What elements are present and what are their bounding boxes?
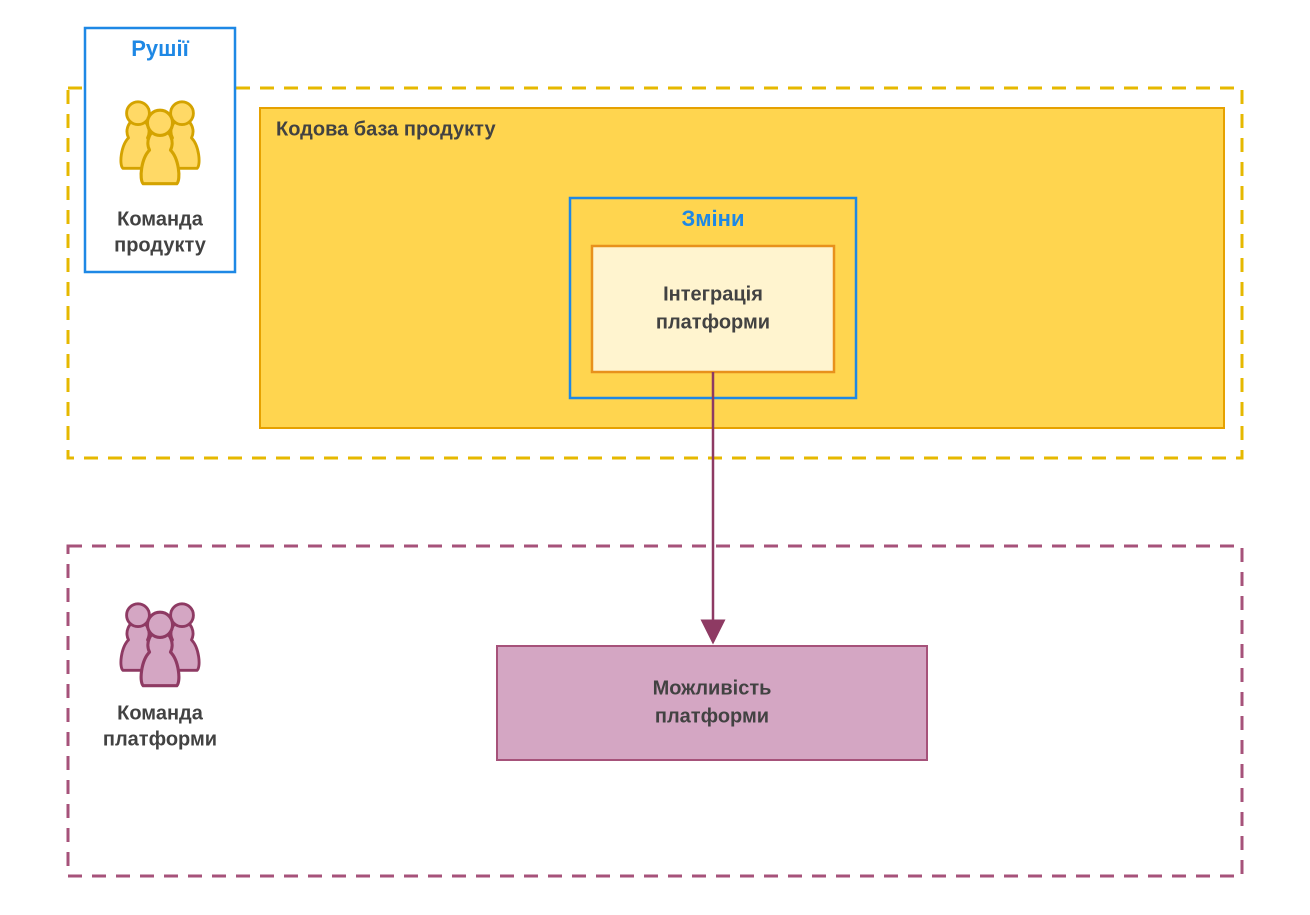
platform-team-label-2: платформи (103, 728, 217, 750)
changes-title: Зміни (682, 206, 745, 231)
capability-box (497, 646, 927, 760)
integration-label-1: Інтеграція (663, 283, 763, 305)
platform-team-label-1: Команда (117, 702, 204, 724)
drivers-title: Рушії (131, 36, 189, 61)
integration-box (592, 246, 834, 372)
integration-label-2: платформи (656, 311, 770, 333)
capability-label-2: платформи (655, 705, 769, 727)
codebase-label: Кодова база продукту (276, 118, 496, 140)
product-team-label-2: продукту (114, 234, 207, 256)
capability-label-1: Можливість (653, 677, 772, 699)
platform-team-icon (121, 604, 199, 686)
product-team-label-1: Команда (117, 208, 204, 230)
